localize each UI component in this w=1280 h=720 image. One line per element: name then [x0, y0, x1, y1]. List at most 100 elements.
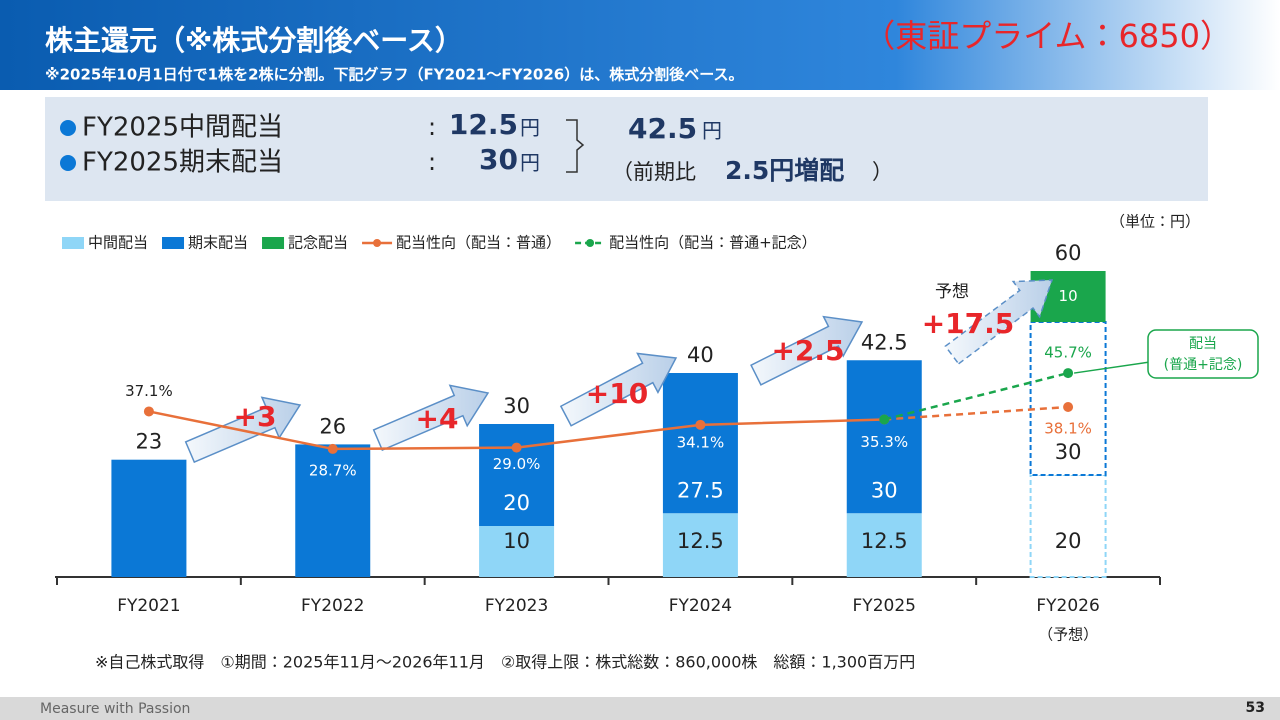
- growth-arrow: [372, 384, 490, 452]
- legend-swatch: [262, 237, 285, 249]
- bullet: [60, 155, 76, 171]
- bar-value-label: 30: [871, 478, 898, 502]
- chart: 中間配当 期末配当 記念配当 配当性向（配当：普通） 配当性向（配当：普通+記念） FY2…: [55, 234, 1259, 644]
- line-point: [1063, 368, 1074, 379]
- row-label: FY2025期末配当: [82, 148, 283, 178]
- x-tick-label: FY2025: [853, 596, 916, 616]
- callout-text: 配当: [1189, 336, 1217, 352]
- footer-bar: [0, 697, 1280, 720]
- footnote: ※自己株式取得 ①期間：2025年11月～2026年11月 ②取得上限：株式総数…: [95, 653, 915, 672]
- x-tick-label: FY2021: [117, 596, 180, 616]
- bar-total-label: 60: [1055, 241, 1082, 265]
- ticker: （東証プライム：6850）: [863, 17, 1232, 55]
- footer-brand: Measure with Passion: [40, 701, 190, 717]
- legend-dot: [373, 239, 382, 247]
- increment-label: +4: [416, 402, 459, 435]
- bar-value-label: 20: [503, 491, 530, 515]
- bar-value-label: 12.5: [677, 529, 724, 553]
- bar-segment: [111, 459, 187, 577]
- colon: :: [428, 113, 436, 141]
- total-unit: 円: [702, 119, 722, 143]
- dividend-box: [45, 97, 1208, 201]
- line-value-label: 35.3%: [860, 433, 908, 451]
- unit-label: （単位：円）: [1110, 213, 1200, 231]
- bar-value-label: 20: [1055, 529, 1082, 553]
- increment-label: +3: [234, 400, 277, 433]
- amount: 30: [479, 143, 518, 176]
- increment-label: +17.5: [922, 307, 1015, 340]
- legend-swatch: [62, 237, 84, 249]
- line-value-label: 28.7%: [309, 461, 357, 479]
- bar-segment: [479, 424, 555, 526]
- growth-arrow: [750, 315, 864, 386]
- bar-total-label: 40: [687, 343, 714, 367]
- unit: 円: [520, 151, 540, 175]
- bar-segment: [846, 513, 922, 577]
- legend-label: 配当性向（配当：普通+記念）: [609, 234, 817, 252]
- bar-segment: [1029, 474, 1107, 578]
- bar-value-label: 10: [503, 529, 530, 553]
- line-value-label: 45.7%: [1044, 344, 1092, 362]
- bar-segment: [479, 526, 555, 577]
- page-number: 53: [1246, 700, 1265, 716]
- header-bar: [0, 0, 1280, 90]
- amount: 12.5: [449, 108, 518, 141]
- bar-total-label: 30: [503, 394, 530, 418]
- increment-label: +10: [586, 377, 648, 410]
- line-point: [879, 414, 890, 425]
- bar-segment: [1029, 321, 1107, 476]
- x-tick-label: FY2024: [669, 596, 732, 616]
- increment-label: +2.5: [771, 334, 844, 367]
- x-tick-label: FY2023: [485, 596, 548, 616]
- colon: :: [428, 148, 436, 176]
- bar-segment: [662, 513, 738, 577]
- x-tick-label: FY2022: [301, 596, 364, 616]
- bar-value-label: 30: [1055, 440, 1082, 464]
- legend-dot: [586, 239, 595, 247]
- legend-label: 期末配当: [188, 234, 248, 252]
- unit: 円: [520, 116, 540, 140]
- callout-text: (普通+記念): [1164, 357, 1243, 373]
- brace: [566, 119, 585, 173]
- line-value-label: 37.1%: [125, 382, 173, 400]
- total-amount: 42.5: [628, 112, 697, 145]
- comparison-open: （前期比: [612, 160, 696, 184]
- line-point: [1063, 401, 1074, 412]
- line-value-label: 38.1%: [1044, 419, 1092, 437]
- x-tick-label: FY2026: [1036, 596, 1099, 616]
- callout-pointer: [1073, 361, 1151, 374]
- legend-label: 中間配当: [88, 234, 148, 252]
- comparison-close: ）: [872, 160, 893, 184]
- growth-arrow: [944, 279, 1054, 365]
- bar-segment: [295, 444, 371, 577]
- bar-total-label: 23: [136, 430, 163, 454]
- bar-value-label: 10: [1059, 287, 1078, 305]
- split-note: ※2025年10月1日付で1株を2株に分割。下記グラフ（FY2021～FY202…: [45, 66, 743, 84]
- bar-total-label: 26: [319, 414, 346, 438]
- line-point: [327, 443, 338, 454]
- comparison-amount: 2.5円増配: [725, 156, 844, 185]
- bar-value-label: 12.5: [861, 529, 908, 553]
- callout-box: [1147, 329, 1259, 379]
- line-series: [883, 371, 1069, 421]
- legend-label: 配当性向（配当：普通）: [396, 234, 561, 252]
- bar-segment: [662, 373, 738, 514]
- growth-arrow: [559, 352, 678, 427]
- row-label: FY2025中間配当: [82, 113, 283, 143]
- line-series: [884, 405, 1069, 421]
- bar-value-label: 27.5: [677, 478, 724, 502]
- line-value-label: 34.1%: [677, 433, 725, 451]
- line-point: [511, 442, 522, 453]
- legend-swatch: [162, 237, 185, 249]
- bullet: [60, 120, 76, 136]
- bar-total-label: 42.5: [861, 330, 908, 354]
- title: 株主還元（※株式分割後ベース）: [45, 24, 463, 57]
- line-point: [143, 406, 154, 417]
- forecast-label: 予想: [935, 282, 969, 302]
- bar-segment: [846, 360, 922, 514]
- line-value-label: 29.0%: [493, 455, 541, 473]
- line-point: [695, 419, 706, 430]
- legend-label: 記念配当: [288, 234, 348, 252]
